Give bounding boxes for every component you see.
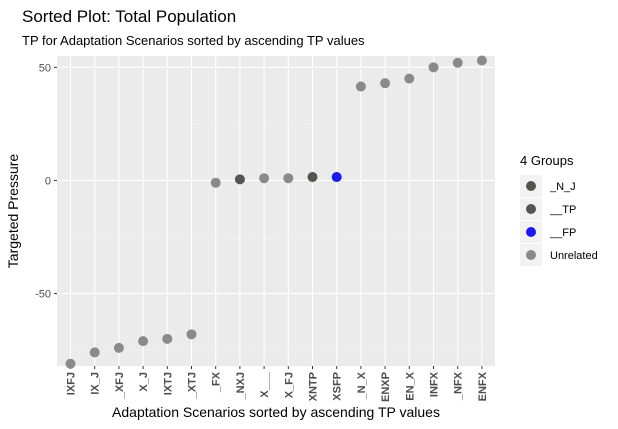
x-tick-label: X_FJ bbox=[283, 372, 295, 398]
data-point bbox=[89, 347, 100, 358]
legend-label: __TP bbox=[549, 204, 576, 216]
data-point bbox=[428, 62, 439, 73]
x-tick-label: _XFJ bbox=[114, 372, 126, 399]
data-point bbox=[186, 329, 197, 340]
x-tick-label: EN_X bbox=[404, 371, 416, 400]
data-point bbox=[380, 78, 391, 89]
y-tick-label: 0 bbox=[45, 175, 51, 187]
x-axis-ticks: IXFJ IX_J _XFJ X_J IXTJ _XTJ _FX _NXJ X___ X_FJ XN… bbox=[66, 366, 489, 402]
x-tick-label: IXTJ bbox=[162, 372, 174, 395]
x-axis-title: Adaptation Scenarios sorted by ascending… bbox=[112, 404, 440, 420]
data-point bbox=[283, 173, 294, 184]
plot-panel bbox=[57, 56, 495, 366]
legend-label: _N_J bbox=[549, 181, 576, 193]
x-tick-label: IXFJ bbox=[66, 372, 78, 395]
x-tick-label: _NXJ bbox=[235, 372, 247, 401]
x-tick-label: _FX bbox=[211, 371, 223, 393]
chart-subtitle: TP for Adaptation Scenarios sorted by as… bbox=[22, 33, 365, 48]
data-point bbox=[210, 177, 221, 188]
data-point bbox=[113, 342, 124, 353]
data-point bbox=[452, 57, 463, 68]
y-axis-ticks: 50 0 -50 bbox=[35, 62, 57, 301]
data-point bbox=[234, 174, 245, 185]
legend-swatch bbox=[526, 181, 536, 191]
x-tick-label: X_J bbox=[138, 372, 150, 392]
x-tick-label: _NFX bbox=[453, 371, 465, 401]
data-point bbox=[138, 336, 149, 347]
x-tick-label: XSFP bbox=[332, 372, 344, 401]
legend: 4 Groups _N_J __TP __FP Unrelated bbox=[520, 153, 598, 266]
legend-title: 4 Groups bbox=[520, 153, 574, 168]
x-tick-label: ENXP bbox=[380, 372, 392, 402]
data-point bbox=[355, 81, 366, 92]
grid-lines bbox=[57, 56, 495, 366]
x-tick-label: _N_X bbox=[356, 371, 368, 400]
data-point bbox=[65, 358, 76, 369]
y-axis-title: Targeted Pressure bbox=[5, 154, 21, 269]
legend-swatch bbox=[526, 227, 536, 237]
x-tick-label: INFX bbox=[429, 371, 441, 397]
legend-swatch bbox=[526, 204, 536, 214]
x-tick-label: _XTJ bbox=[187, 372, 199, 399]
y-tick-label: -50 bbox=[35, 289, 51, 301]
data-point bbox=[307, 172, 318, 183]
legend-label: __FP bbox=[549, 227, 576, 239]
data-points bbox=[65, 55, 487, 369]
x-tick-label: IX_J bbox=[90, 372, 102, 395]
chart-title: Sorted Plot: Total Population bbox=[22, 7, 236, 26]
data-point bbox=[476, 55, 487, 66]
data-point bbox=[259, 173, 270, 184]
data-point bbox=[331, 172, 342, 183]
data-point bbox=[404, 73, 415, 84]
x-tick-label: X___ bbox=[259, 371, 271, 398]
x-tick-label: XNTP bbox=[308, 372, 320, 401]
legend-swatch bbox=[526, 250, 536, 260]
legend-label: Unrelated bbox=[550, 250, 598, 262]
y-tick-label: 50 bbox=[39, 62, 51, 74]
x-tick-label: ENFX bbox=[477, 371, 489, 401]
data-point bbox=[162, 333, 173, 344]
